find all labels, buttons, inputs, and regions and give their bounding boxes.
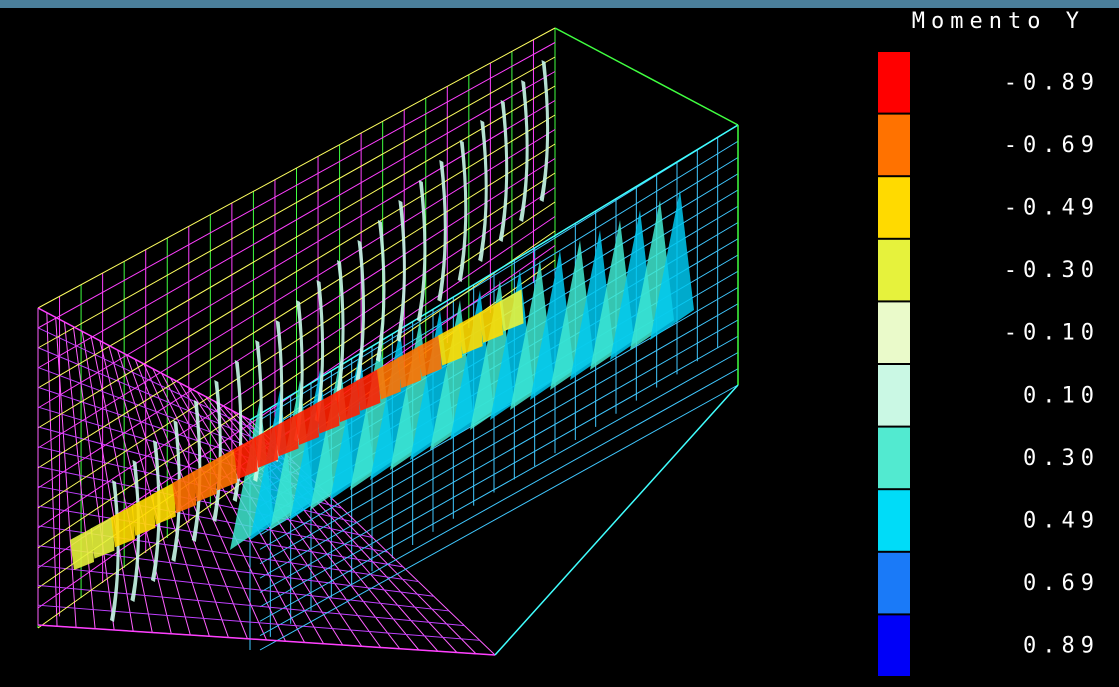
mesh-line bbox=[37, 42, 556, 329]
surface bbox=[519, 80, 529, 222]
mesh-line bbox=[37, 56, 556, 349]
surface bbox=[437, 160, 447, 302]
legend-title: Momento Y bbox=[912, 9, 1085, 34]
surface bbox=[254, 425, 279, 468]
surface bbox=[314, 280, 325, 422]
surface bbox=[417, 334, 442, 377]
mesh-line bbox=[259, 368, 739, 637]
legend-label: -0.10 bbox=[1004, 321, 1100, 346]
mesh-line bbox=[249, 124, 739, 421]
surface bbox=[650, 190, 694, 340]
mesh-line bbox=[37, 584, 465, 627]
surface bbox=[499, 289, 524, 332]
mesh-line bbox=[259, 303, 739, 579]
mesh-line bbox=[37, 307, 251, 421]
surface bbox=[172, 471, 197, 514]
mesh-line bbox=[37, 505, 404, 568]
mesh-line bbox=[37, 143, 556, 469]
surface bbox=[130, 460, 141, 602]
surface bbox=[539, 60, 550, 202]
mesh-line bbox=[37, 604, 480, 641]
mesh-line bbox=[37, 347, 281, 450]
legend-label: 0.89 bbox=[1023, 634, 1100, 659]
legend-swatch bbox=[878, 177, 910, 238]
surface bbox=[192, 459, 217, 502]
mesh-line bbox=[37, 71, 556, 369]
surface bbox=[294, 300, 304, 442]
surface bbox=[213, 448, 238, 491]
surface bbox=[171, 420, 181, 562]
mesh-line bbox=[37, 114, 556, 429]
surface bbox=[457, 140, 468, 282]
surface bbox=[479, 300, 504, 343]
mesh-line bbox=[37, 187, 556, 529]
mesh-line bbox=[37, 172, 556, 509]
legend-swatch bbox=[878, 615, 910, 676]
mesh-line bbox=[259, 319, 739, 593]
legend-swatch bbox=[878, 552, 910, 614]
surface bbox=[416, 180, 427, 322]
legend-swatch bbox=[878, 490, 910, 551]
surface bbox=[191, 400, 202, 542]
legend-swatch bbox=[878, 239, 910, 301]
legend-label: 0.30 bbox=[1023, 446, 1100, 471]
surface bbox=[458, 312, 483, 355]
surface bbox=[131, 493, 156, 536]
surface bbox=[151, 482, 176, 525]
legend-swatch bbox=[878, 427, 910, 489]
mesh-line bbox=[37, 624, 496, 656]
mesh-line bbox=[37, 201, 556, 549]
legend-swatch bbox=[878, 302, 910, 363]
surface bbox=[396, 200, 406, 342]
mesh bbox=[37, 27, 739, 656]
surface bbox=[376, 357, 401, 400]
surface bbox=[70, 528, 94, 570]
mesh-line bbox=[259, 335, 739, 608]
surface bbox=[150, 440, 161, 582]
mesh-line bbox=[554, 27, 739, 126]
legend-label: -0.49 bbox=[1004, 196, 1100, 221]
title-bar bbox=[0, 0, 1119, 8]
legend-swatch bbox=[878, 52, 910, 113]
legend-label: 0.49 bbox=[1023, 509, 1100, 534]
mesh-line bbox=[37, 129, 556, 449]
surface bbox=[295, 403, 319, 445]
surface bbox=[498, 100, 509, 242]
surface bbox=[233, 437, 258, 480]
mesh-line bbox=[37, 100, 556, 409]
surface bbox=[478, 120, 488, 262]
mesh-line bbox=[37, 158, 556, 489]
surface bbox=[356, 368, 381, 411]
surface bbox=[274, 414, 299, 457]
mesh-line bbox=[37, 565, 450, 612]
legend-label: 0.10 bbox=[1023, 383, 1100, 408]
surface bbox=[335, 380, 360, 423]
mesh-line bbox=[37, 27, 556, 309]
mesh-line bbox=[494, 384, 739, 656]
legend-label: 0.69 bbox=[1023, 571, 1100, 596]
surface bbox=[397, 346, 422, 389]
mesh-line bbox=[37, 327, 266, 436]
surface bbox=[335, 260, 345, 402]
surface bbox=[110, 505, 135, 548]
surface bbox=[90, 516, 115, 559]
legend: Momento Y -0.89 -0.69 -0.49 -0.30 -0.10 0.10 0… bbox=[878, 9, 1100, 676]
legend-swatch bbox=[878, 365, 910, 426]
legend-label: -0.89 bbox=[1004, 70, 1100, 95]
surface bbox=[315, 391, 340, 434]
legend-label: -0.30 bbox=[1004, 258, 1100, 283]
legend-swatch bbox=[878, 114, 910, 176]
mesh-line bbox=[259, 352, 739, 622]
mesh-line bbox=[37, 466, 373, 538]
mesh-line bbox=[37, 85, 556, 389]
legend-label: -0.69 bbox=[1004, 133, 1100, 158]
surface bbox=[438, 323, 463, 366]
surface bbox=[355, 240, 366, 382]
mesh-line bbox=[259, 384, 739, 651]
surface bbox=[375, 220, 386, 362]
